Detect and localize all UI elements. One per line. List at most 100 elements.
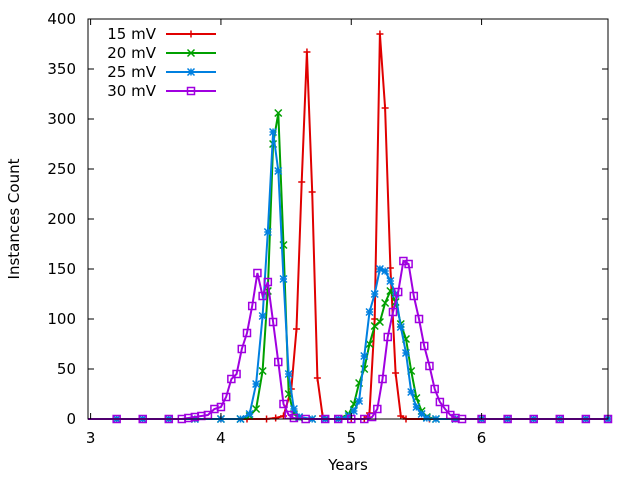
data-point bbox=[274, 166, 283, 176]
data-point bbox=[349, 406, 358, 416]
data-point bbox=[477, 414, 486, 424]
x-tick-label: 3 bbox=[86, 429, 96, 447]
data-point bbox=[274, 357, 283, 367]
data-point bbox=[263, 277, 273, 287]
data-point bbox=[397, 412, 405, 420]
data-point bbox=[375, 264, 384, 274]
data-point bbox=[367, 412, 377, 422]
data-point bbox=[274, 108, 283, 118]
data-point bbox=[381, 298, 390, 308]
series-line bbox=[88, 112, 608, 420]
data-point bbox=[376, 30, 384, 38]
data-point bbox=[210, 404, 219, 414]
data-point bbox=[187, 30, 195, 38]
data-point bbox=[186, 86, 196, 96]
data-point bbox=[555, 414, 565, 424]
data-point bbox=[603, 414, 613, 424]
data-point bbox=[409, 291, 419, 301]
y-tick-label: 200 bbox=[47, 210, 76, 228]
data-point bbox=[440, 404, 450, 414]
data-point bbox=[401, 348, 411, 358]
data-point bbox=[269, 127, 278, 137]
data-point bbox=[242, 328, 252, 338]
data-point bbox=[417, 409, 426, 419]
data-point bbox=[303, 48, 311, 56]
series-25-mv bbox=[88, 127, 613, 424]
data-point bbox=[295, 412, 304, 422]
y-tick-label: 250 bbox=[47, 160, 76, 178]
data-point bbox=[365, 339, 374, 349]
data-point bbox=[419, 341, 429, 351]
data-point bbox=[293, 325, 301, 333]
y-tick-label: 100 bbox=[47, 310, 76, 328]
data-point bbox=[392, 369, 400, 377]
data-point bbox=[503, 414, 512, 424]
series-30-mv bbox=[88, 256, 613, 424]
data-point bbox=[258, 291, 267, 301]
data-point bbox=[279, 274, 288, 284]
data-point bbox=[396, 322, 405, 332]
data-point bbox=[407, 387, 416, 397]
data-point bbox=[388, 307, 398, 317]
y-tick-label: 150 bbox=[47, 260, 76, 278]
data-point bbox=[221, 392, 231, 402]
data-point bbox=[263, 227, 272, 237]
data-point bbox=[355, 396, 364, 406]
data-point bbox=[404, 259, 413, 269]
y-tick-label: 400 bbox=[47, 10, 76, 28]
data-point bbox=[247, 301, 257, 311]
legend-label: 15 mV bbox=[107, 25, 156, 43]
data-point bbox=[529, 414, 538, 424]
data-point bbox=[190, 412, 200, 422]
x-tick-label: 5 bbox=[346, 429, 356, 447]
y-tick-label: 0 bbox=[66, 410, 76, 428]
data-point bbox=[414, 314, 424, 324]
data-point bbox=[373, 404, 382, 414]
x-tick-label: 6 bbox=[477, 429, 487, 447]
x-tick-label: 4 bbox=[216, 429, 226, 447]
data-point bbox=[383, 332, 392, 342]
data-point bbox=[313, 374, 321, 382]
data-point bbox=[164, 414, 174, 424]
data-point bbox=[252, 404, 261, 414]
data-point bbox=[393, 287, 403, 297]
data-point bbox=[391, 289, 400, 299]
data-point bbox=[360, 414, 369, 424]
data-point bbox=[320, 414, 330, 424]
data-point bbox=[289, 404, 298, 414]
data-point bbox=[252, 379, 261, 389]
y-tick-label: 50 bbox=[57, 360, 76, 378]
data-point bbox=[186, 48, 196, 58]
data-point bbox=[360, 351, 369, 361]
legend-label: 25 mV bbox=[107, 63, 156, 81]
data-point bbox=[333, 414, 343, 424]
data-point bbox=[430, 384, 439, 394]
series-line bbox=[88, 131, 608, 420]
data-point bbox=[412, 402, 421, 412]
series-20-mv bbox=[88, 108, 613, 424]
data-point bbox=[370, 289, 379, 299]
plot-frame bbox=[87, 18, 609, 420]
x-axis-title: Years bbox=[327, 456, 368, 474]
data-point bbox=[399, 256, 408, 266]
data-point bbox=[177, 414, 187, 424]
data-point bbox=[279, 399, 288, 409]
data-point bbox=[253, 268, 262, 278]
series-15-mv bbox=[88, 30, 612, 423]
data-point bbox=[216, 402, 226, 412]
data-point bbox=[422, 413, 431, 423]
series-line bbox=[88, 259, 608, 420]
data-point bbox=[284, 369, 293, 379]
y-tick-label: 350 bbox=[47, 60, 76, 78]
data-point bbox=[347, 414, 356, 424]
axis-ticks: 0 50 100 150 200 250 300 350 400 3 4 5 6 bbox=[47, 10, 608, 447]
data-point bbox=[365, 307, 374, 317]
y-tick-label: 300 bbox=[47, 110, 76, 128]
data-point bbox=[381, 104, 389, 112]
data-point bbox=[298, 178, 306, 186]
data-point bbox=[138, 414, 147, 424]
data-point bbox=[258, 366, 267, 376]
data-point bbox=[237, 344, 247, 354]
